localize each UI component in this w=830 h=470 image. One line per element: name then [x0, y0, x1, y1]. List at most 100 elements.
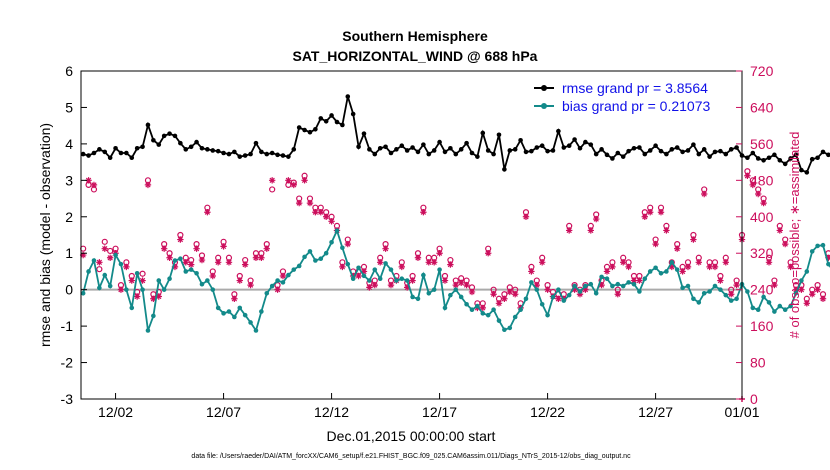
- bias-point: [631, 281, 637, 287]
- obs-assimilated-point: [814, 286, 821, 293]
- x-tick-label: 12/27: [638, 404, 673, 420]
- obs-assimilated-point: [652, 240, 659, 248]
- rmse-point: [226, 151, 232, 157]
- obs-assimilated-point: [506, 288, 513, 296]
- obs-assimilated-point: [139, 277, 146, 284]
- obs-assimilated-point: [744, 172, 751, 179]
- obs-assimilated-point: [376, 259, 384, 266]
- obs-assimilated-point: [150, 295, 157, 302]
- obs-assimilated-point: [403, 284, 411, 291]
- obs-assimilated-point: [225, 259, 233, 266]
- x-axis: 12/02 12/07 12/12 12/17 12/22 12/27 01/01: [98, 393, 760, 420]
- bias-point: [691, 296, 696, 302]
- bias-point: [97, 285, 102, 291]
- obs-assimilated-point: [360, 268, 368, 275]
- left-tick-label: 0: [65, 282, 73, 298]
- left-tick-label: -1: [61, 318, 74, 334]
- rmse-point: [248, 151, 253, 157]
- rmse-point: [491, 151, 496, 157]
- right-tick-label: 400: [750, 209, 774, 225]
- obs-assimilated-point: [819, 295, 827, 302]
- obs-assimilated-point: [495, 300, 503, 307]
- rmse-point: [410, 145, 415, 150]
- right-tick-label: 0: [750, 391, 758, 407]
- bias-point: [534, 287, 540, 292]
- obs-assimilated-point: [722, 259, 729, 266]
- rmse-point: [253, 140, 259, 146]
- bias-point: [464, 301, 469, 307]
- obs-assimilated-point: [420, 209, 427, 216]
- bias-point: [696, 300, 702, 305]
- footer-data-file: data file: /Users/raeder/DAI/ATM_forcXX/…: [191, 453, 631, 460]
- obs-assimilated-point: [312, 209, 319, 216]
- obs-assimilated-point: [690, 236, 697, 243]
- left-tick-label: -2: [61, 355, 74, 371]
- bias-point: [604, 276, 610, 282]
- rmse-point: [167, 131, 172, 136]
- plot-frame: [80, 70, 743, 400]
- rmse-point: [302, 127, 307, 133]
- bias-point: [356, 265, 361, 271]
- obs-assimilated-point: [582, 286, 589, 293]
- obs-assimilated-point: [430, 259, 438, 266]
- rmse-point: [550, 148, 556, 153]
- bias-point: [599, 274, 604, 280]
- obs-assimilated-point: [700, 190, 708, 198]
- obs-assimilated-point: [511, 291, 519, 298]
- rmse-point: [480, 130, 486, 136]
- plot-area: [79, 94, 830, 402]
- rmse-point: [350, 111, 356, 117]
- bias-point: [437, 267, 442, 272]
- rmse-point: [210, 148, 216, 153]
- rmse-point: [242, 153, 248, 158]
- bias-point: [426, 291, 432, 296]
- obs-assimilated-point: [755, 190, 762, 198]
- bias-point: [782, 307, 788, 313]
- bias-point: [124, 287, 129, 292]
- bias-point: [205, 278, 210, 283]
- rmse-point: [124, 150, 129, 156]
- rmse-point: [291, 147, 297, 152]
- rmse-point: [545, 148, 550, 154]
- bias-point: [755, 307, 761, 313]
- rmse-point: [388, 150, 394, 156]
- rmse-point: [377, 145, 383, 151]
- bias-point: [750, 305, 756, 311]
- obs-assimilated-point: [339, 263, 346, 271]
- obs-assimilated-point: [317, 209, 324, 216]
- rmse-point: [91, 150, 97, 156]
- right-tick-label: 640: [750, 99, 774, 115]
- bias-point: [91, 258, 97, 263]
- bias-point: [475, 303, 480, 309]
- rmse-point: [356, 144, 361, 150]
- bias-point: [156, 278, 162, 283]
- bias-point: [307, 249, 313, 254]
- bias-point: [453, 287, 459, 292]
- bias-point: [826, 261, 830, 267]
- bias-point: [502, 327, 507, 333]
- rmse-point: [820, 149, 826, 155]
- obs-assimilated-point: [441, 277, 449, 284]
- obs-assimilated-point: [636, 277, 643, 284]
- bias-point: [199, 281, 205, 287]
- rmse-point: [280, 153, 286, 158]
- bias-point: [469, 307, 475, 313]
- bias-point: [280, 280, 286, 285]
- rmse-point: [507, 148, 513, 153]
- obs-assimilated-point: [160, 245, 168, 252]
- bias-point: [718, 287, 723, 292]
- obs-assimilated-point: [463, 281, 470, 289]
- left-axis: -3 -2 -1 0 1 2 3 4 5 6: [61, 63, 87, 407]
- rmse-point: [232, 149, 237, 155]
- bias-point: [296, 263, 302, 269]
- chart-title-line2: SAT_HORIZONTAL_WIND @ 688 hPa: [293, 48, 538, 64]
- rmse-point: [496, 132, 502, 138]
- bias-point: [572, 283, 577, 289]
- bias-point: [653, 265, 658, 271]
- obs-assimilated-point: [187, 261, 195, 268]
- rmse-point: [561, 145, 567, 150]
- rmse-point: [183, 147, 189, 152]
- rmse-point: [399, 143, 405, 149]
- bias-point: [410, 294, 415, 300]
